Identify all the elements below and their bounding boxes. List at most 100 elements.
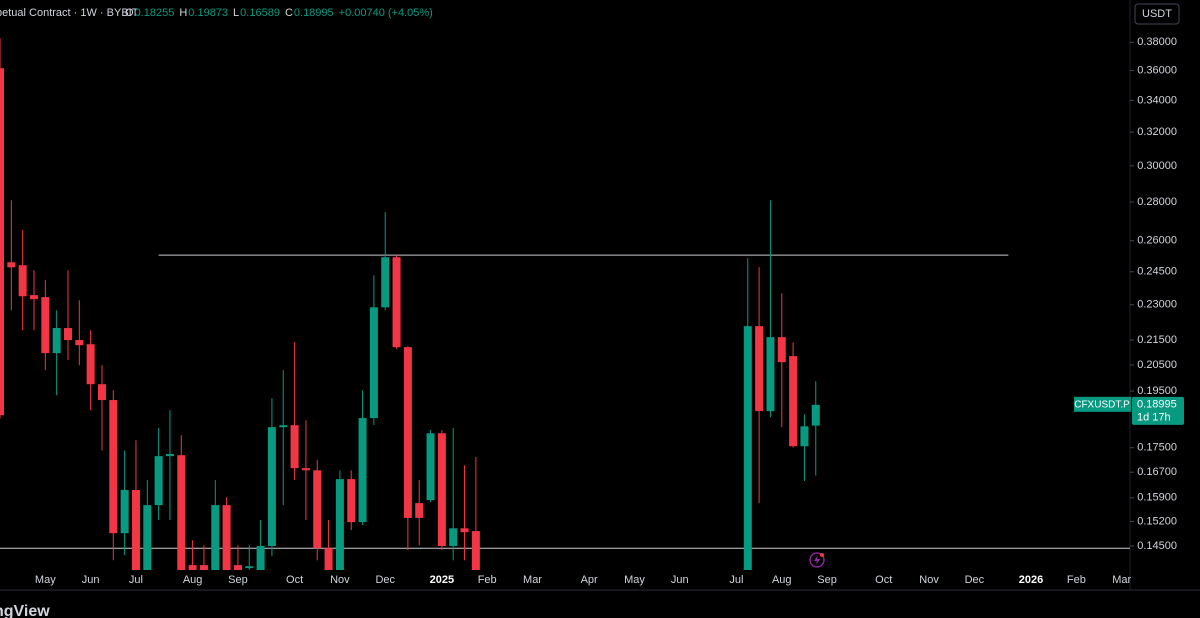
y-tick-label: 0.15200 [1137,515,1177,527]
y-tick-label: 0.15900 [1137,492,1177,504]
x-tick-label: Sep [817,574,837,586]
y-tick-label: 0.20500 [1137,359,1177,371]
candle-body [335,479,344,570]
candle-body [766,337,775,412]
candle-body [165,454,174,457]
x-tick-label: Jun [671,574,689,586]
ohlc-key: L [233,7,239,19]
y-tick-label: 0.34000 [1137,94,1177,106]
y-tick-label: 0.24500 [1137,266,1177,278]
candle-body [7,262,16,268]
x-tick-label: Jun [82,574,100,586]
ohlc-key: H [179,7,187,19]
x-tick-label: 2026 [1019,574,1043,586]
candle-body [211,505,220,570]
candle-body [245,566,254,569]
candle-body [222,505,231,570]
x-tick-label: Dec [375,574,395,586]
candle-body [426,433,435,501]
symbol-label: CFXUSDT.P [1074,399,1130,410]
candle-body [18,265,27,297]
price-badge [1132,396,1184,425]
candle-body [177,455,186,570]
candle-body [811,404,820,426]
ohlc-key: O [125,7,134,19]
candle-body [63,328,72,341]
y-tick-label: 0.21500 [1137,334,1177,346]
alert-icon [809,552,825,568]
candle-body [109,400,118,534]
x-tick-label: Oct [286,574,303,586]
x-tick-label: Aug [183,574,203,586]
candle-body [301,468,310,471]
candle-body [143,505,152,570]
candle-body [460,528,469,533]
y-tick-label: 0.16700 [1137,466,1177,478]
ohlc-value: 0.19873 [188,7,228,19]
candle-body [279,425,288,428]
y-tick-label: 0.23000 [1137,299,1177,311]
last-price: 0.18995 [1137,399,1177,411]
candle-body [131,489,140,570]
ohlc-value: 0.18255 [135,7,175,19]
x-tick-label: Nov [919,574,939,586]
candle-body [75,340,84,346]
candle-body [392,257,401,348]
candle-body [41,297,50,354]
y-tick-label: 0.28000 [1137,196,1177,208]
candle-body [154,456,163,506]
x-tick-label: Jul [129,574,143,586]
candle-body [471,531,480,570]
symbol-title: petual Contract · 1W · BYBIT [0,7,139,19]
candle-body [800,426,809,447]
currency-label[interactable]: USDT [1142,8,1172,20]
candle-body [199,565,208,570]
candle-body [381,257,390,308]
candle-body [789,356,798,447]
countdown: 1d 17h [1137,412,1171,424]
candle-body [743,326,752,570]
ohlc-header: O 0.18255 H 0.19873 L 0.16589 C 0.18995 +0.00740… [125,7,433,19]
ohlc-value: 0.18995 [294,7,334,19]
change: +0.00740 (+4.05%) [339,7,433,19]
x-tick-label: Dec [965,574,985,586]
x-tick-label: Sep [228,574,248,586]
candle-body [52,328,61,354]
y-tick-label: 0.17500 [1137,442,1177,454]
x-tick-label: Jul [729,574,743,586]
candle-body [755,326,764,412]
x-tick-label: Oct [875,574,892,586]
candle-body [358,418,367,523]
candle-body [267,427,276,547]
y-tick-label: 0.14500 [1137,540,1177,552]
x-tick-label: Feb [478,574,497,586]
candle-body [233,565,242,570]
x-tick-label: May [35,574,56,586]
x-tick-label: May [624,574,645,586]
x-tick-label: Aug [772,574,792,586]
ohlc-value: 0.16589 [240,7,280,19]
y-tick-label: 0.26000 [1137,235,1177,247]
candle-body [369,307,378,419]
candle-body [415,503,424,518]
x-tick-label: Feb [1067,574,1086,586]
candle-body [347,479,356,523]
x-tick-label: Mar [523,574,542,586]
y-tick-label: 0.19500 [1137,385,1177,397]
y-tick-label: 0.38000 [1137,36,1177,48]
candle-body [86,344,95,385]
candle-body [313,470,322,549]
ohlc-key: C [285,7,293,19]
y-tick-label: 0.36000 [1137,64,1177,76]
x-tick-label: Nov [330,574,350,586]
candle-body [324,548,333,570]
x-tick-label: Mar [1112,574,1131,586]
candle-body [97,384,106,401]
candle-body [290,425,299,469]
candle-body [403,347,412,518]
currency-button[interactable] [1134,3,1180,25]
symbol-badge [1074,396,1131,412]
candle-body [188,565,197,570]
